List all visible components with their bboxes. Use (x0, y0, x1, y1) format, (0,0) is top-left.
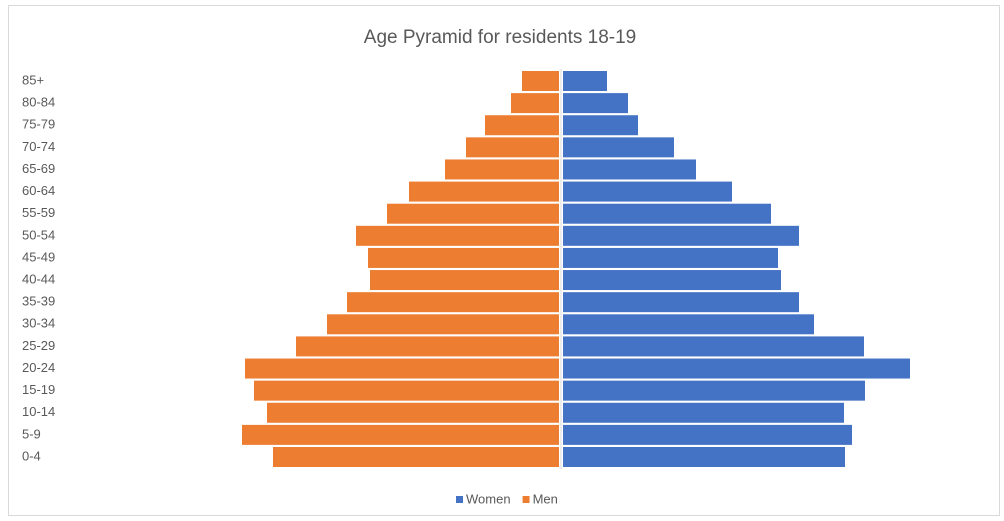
bar (466, 137, 559, 158)
bar (563, 93, 628, 114)
y-tick-label: 40-44 (22, 271, 55, 286)
bar (445, 159, 559, 180)
bar (511, 93, 559, 114)
bar (387, 203, 559, 224)
y-tick-label: 25-29 (22, 338, 55, 353)
bar (563, 137, 674, 158)
y-tick-label: 60-64 (22, 183, 55, 198)
bar (409, 181, 559, 202)
bar (296, 336, 559, 357)
y-tick-label: 0-4 (22, 448, 41, 463)
bar (563, 358, 910, 379)
y-tick-label: 75-79 (22, 117, 55, 132)
bar (563, 402, 844, 423)
bar (254, 380, 559, 401)
bar (563, 71, 607, 91)
y-tick-label: 50-54 (22, 227, 55, 242)
bar (563, 424, 852, 445)
bar (563, 247, 778, 268)
bar (273, 447, 559, 467)
bar (245, 358, 559, 379)
legend-swatch (522, 496, 530, 503)
bar (563, 203, 771, 224)
bar (267, 402, 559, 423)
y-tick-label: 85+ (22, 72, 44, 87)
y-tick-label: 65-69 (22, 161, 55, 176)
legend-label: Women (466, 491, 511, 506)
bar (563, 159, 696, 180)
bar (370, 270, 559, 291)
legend-label: Men (533, 491, 558, 506)
y-tick-label: 80-84 (22, 95, 55, 110)
bar (563, 380, 865, 401)
y-tick-label: 45-49 (22, 249, 55, 264)
chart-title: Age Pyramid for residents 18-19 (364, 27, 636, 48)
bar (522, 71, 559, 91)
bar (563, 292, 799, 313)
y-tick-label: 20-24 (22, 360, 55, 375)
bar (368, 247, 559, 268)
bar (563, 181, 732, 202)
bar (563, 447, 845, 467)
bar (563, 225, 799, 246)
y-tick-label: 10-14 (22, 404, 55, 419)
legend-swatch (456, 496, 463, 503)
bar (242, 424, 559, 445)
y-tick-label: 70-74 (22, 139, 55, 154)
bar (563, 115, 638, 136)
bar (347, 292, 559, 313)
y-tick-label: 15-19 (22, 382, 55, 397)
bar (327, 314, 559, 335)
bar (563, 314, 814, 335)
y-tick-label: 30-34 (22, 316, 55, 331)
y-tick-label: 5-9 (22, 426, 41, 441)
bar (485, 115, 559, 136)
bar (563, 336, 864, 357)
y-tick-label: 55-59 (22, 205, 55, 220)
y-tick-label: 35-39 (22, 294, 55, 309)
bar (563, 270, 781, 291)
bar (356, 225, 559, 246)
